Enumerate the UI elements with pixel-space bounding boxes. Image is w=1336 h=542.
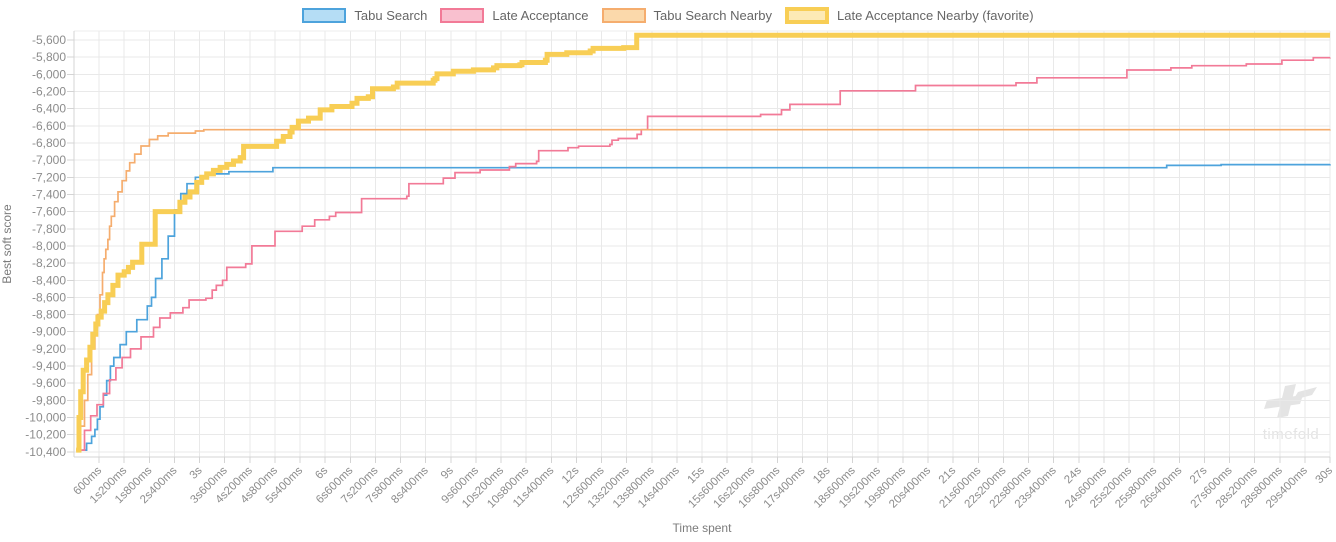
x-tick-label: 3s [188, 464, 205, 481]
x-tick-label: 27s [1188, 464, 1210, 486]
y-tick-label: -10,000 [25, 411, 66, 425]
legend-item-tabu-search-nearby[interactable]: Tabu Search Nearby [601, 8, 773, 23]
y-tick-label: -10,200 [25, 428, 66, 442]
legend-item-late-acceptance-nearby[interactable]: Late Acceptance Nearby (favorite) [785, 7, 1034, 24]
y-tick-label: -8,400 [32, 273, 66, 287]
legend-label: Tabu Search Nearby [653, 8, 773, 23]
legend-label: Late Acceptance [492, 8, 589, 23]
timefold-logo-icon [1264, 384, 1317, 418]
legend-swatch-icon [302, 8, 347, 23]
x-tick-label: 12s [560, 464, 582, 486]
x-axis-title: Time spent [673, 521, 733, 535]
y-tick-label: -9,400 [32, 359, 66, 373]
legend-item-late-acceptance[interactable]: Late Acceptance [440, 8, 589, 23]
x-tick-label: 21s [937, 464, 959, 486]
y-tick-label: -7,800 [32, 222, 66, 236]
y-tick-label: -9,200 [32, 342, 66, 356]
series-line-late-acceptance [78, 56, 1331, 451]
y-tick-label: -6,800 [32, 136, 66, 150]
y-tick-label: -7,600 [32, 205, 66, 219]
y-tick-label: -7,400 [32, 187, 66, 201]
y-tick-label: -10,400 [25, 445, 66, 459]
legend-label: Late Acceptance Nearby (favorite) [837, 8, 1034, 23]
series-line-tabu-search [82, 163, 1331, 451]
x-tick-label: 15s [686, 464, 708, 486]
legend-swatch-icon [440, 8, 485, 23]
y-tick-label: -6,200 [32, 84, 66, 98]
y-tick-label: -9,000 [32, 325, 66, 339]
x-tick-label: 6s [313, 464, 330, 481]
y-tick-label: -9,600 [32, 376, 66, 390]
y-axis-title: Best soft score [0, 204, 14, 284]
legend-swatch-icon [601, 8, 646, 23]
legend-item-tabu-search[interactable]: Tabu Search [302, 8, 427, 23]
y-tick-label: -8,600 [32, 290, 66, 304]
y-tick-label: -9,800 [32, 393, 66, 407]
y-tick-label: -5,800 [32, 50, 66, 64]
y-tick-label: -5,600 [32, 33, 66, 47]
y-tick-label: -8,800 [32, 308, 66, 322]
legend-label: Tabu Search [354, 8, 428, 23]
y-tick-label: -8,000 [32, 239, 66, 253]
legend-swatch-icon [785, 7, 830, 24]
x-tick-label: 18s [811, 464, 833, 486]
series-line-late-acceptance-nearby [76, 32, 1330, 453]
chart-legend: Tabu Search Late Acceptance Tabu Search Ne… [0, 7, 1336, 24]
y-tick-label: -6,000 [32, 67, 66, 81]
y-tick-label: -6,600 [32, 119, 66, 133]
y-tick-label: -6,400 [32, 102, 66, 116]
y-tick-label: -8,200 [32, 256, 66, 270]
x-tick-label: 30s [1314, 464, 1336, 486]
y-tick-label: -7,000 [32, 153, 66, 167]
x-tick-label: 24s [1062, 464, 1084, 486]
y-tick-label: -7,200 [32, 170, 66, 184]
x-tick-label: 9s [439, 464, 456, 481]
